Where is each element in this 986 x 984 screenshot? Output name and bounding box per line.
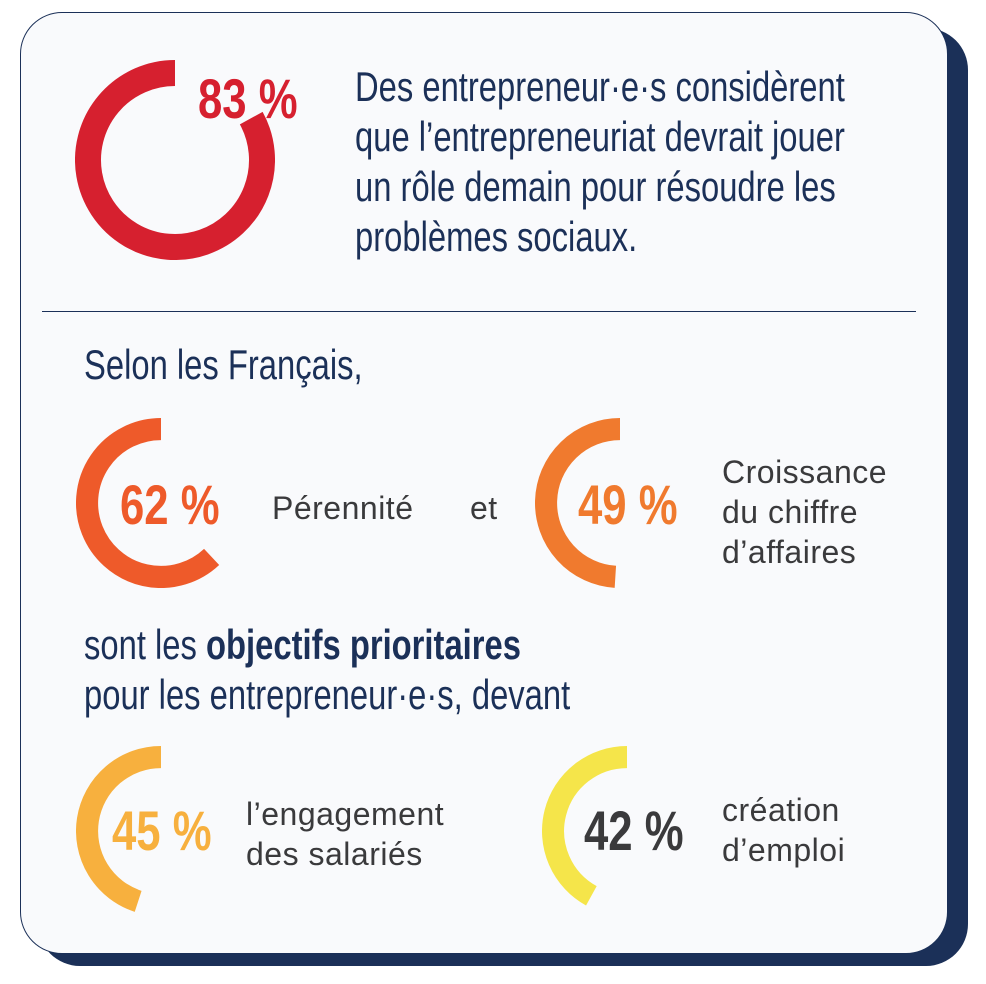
divider [42,311,916,312]
label-creation-emploi: création d’emploi [722,792,846,868]
ring-83 [75,60,275,260]
intro-text: Selon les Français, [84,341,363,388]
stat-62-percent: 62 % [120,473,220,536]
label-perennite: Pérennité [272,490,414,526]
ring-arc [75,60,275,260]
ring-arc [76,746,162,912]
infographic-card [20,12,948,954]
statement-line: problèmes sociaux. [355,213,638,260]
stat-42-percent: 42 % [584,799,684,862]
ring-42 [542,746,628,906]
stat-49-percent: 49 % [578,473,678,536]
statement-line: que l’entrepreneuriat devrait jouer [355,113,845,160]
middle-text: sont les objectifs prioritaires pour les… [84,621,571,718]
ring-arc [535,418,621,588]
ring-45 [76,746,162,912]
stat-83-percent: 83 % [198,67,298,130]
top-statement: Des entrepreneur·e·s considèrent que l’e… [355,62,983,262]
ring-arc [76,418,220,588]
label-croissance: Croissance du chiffre d’affaires [722,454,888,570]
ring-62 [76,418,220,588]
statement-line: Des entrepreneur·e·s considèrent [355,63,845,110]
ring-49 [535,418,621,588]
statement-line: un rôle demain pour résoudre les [355,163,836,210]
connector-et: et [470,490,498,526]
stat-45-percent: 45 % [112,799,212,862]
ring-arc [542,746,628,906]
label-engagement: l’engagement des salariés [246,796,445,872]
